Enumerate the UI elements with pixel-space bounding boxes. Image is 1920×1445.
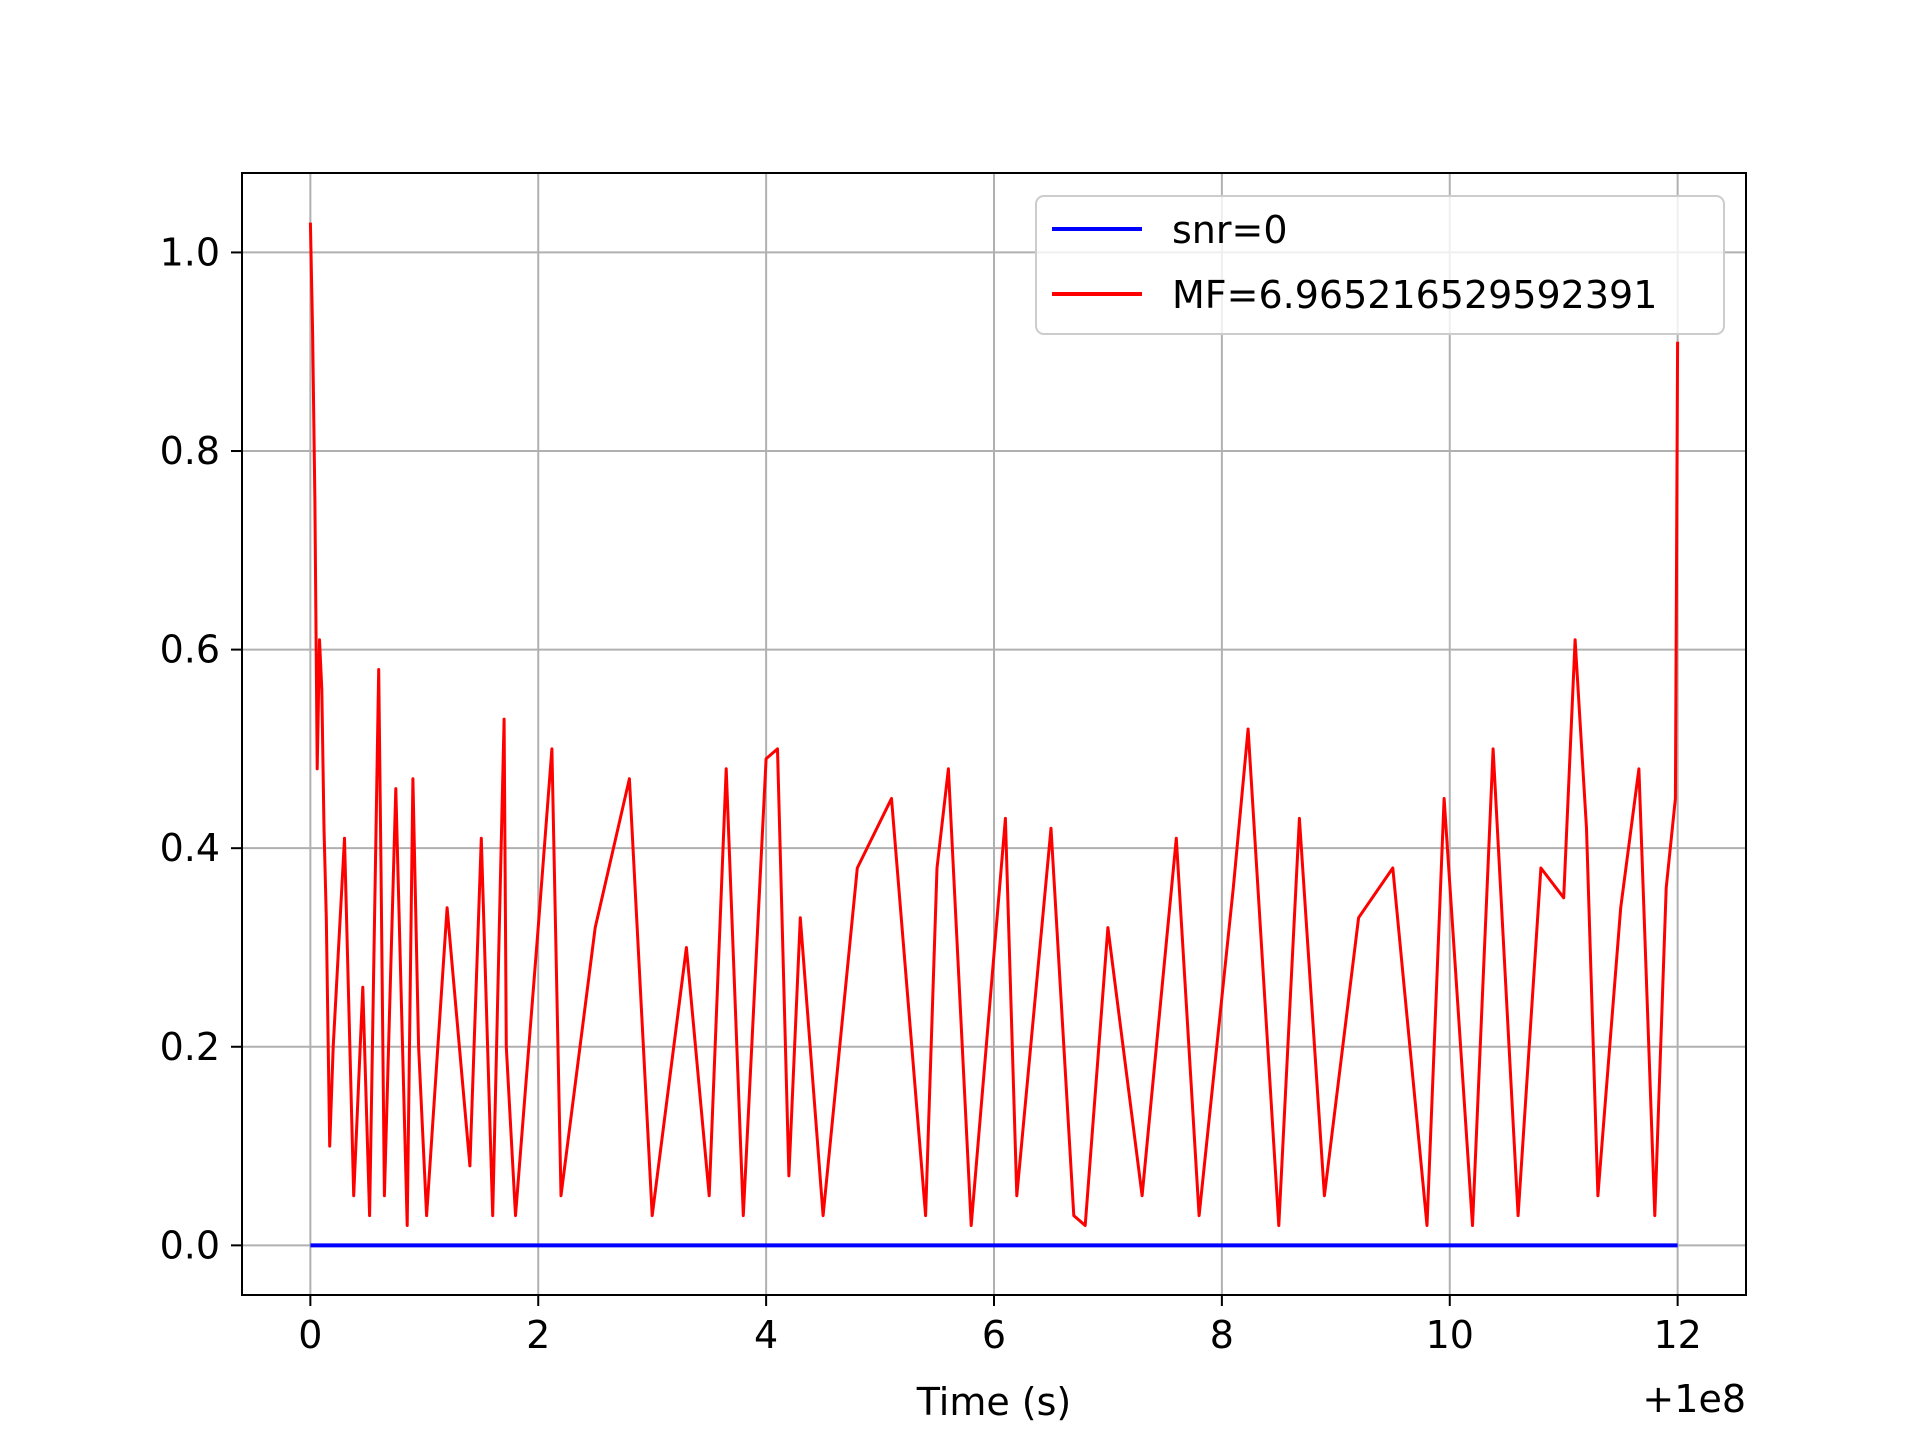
x-tick-label: 12 xyxy=(1653,1313,1701,1357)
y-tick-label: 0.4 xyxy=(160,826,220,870)
y-tick-label: 1.0 xyxy=(160,230,220,274)
legend-label-snr: snr=0 xyxy=(1172,208,1288,252)
x-tick-label: 6 xyxy=(982,1313,1006,1357)
legend-label-mf: MF=6.965216529592391 xyxy=(1172,273,1657,317)
y-tick-label: 0.6 xyxy=(160,628,220,672)
y-tick-label: 0.8 xyxy=(160,429,220,473)
legend-box xyxy=(1035,195,1725,335)
x-tick-label: 10 xyxy=(1426,1313,1474,1357)
x-tick-label: 2 xyxy=(526,1313,550,1357)
x-tick-label: 0 xyxy=(298,1313,322,1357)
y-tick-label: 0.2 xyxy=(160,1025,220,1069)
legend: snr=0 MF=6.965216529592391 xyxy=(1035,195,1725,335)
series-layer xyxy=(308,222,1680,1248)
tick-layer: 0 2 4 6 8 10 12 0.0 0.2 0.4 0.6 0.8 1.0 xyxy=(160,230,1702,1357)
x-axis-offset-label: +1e8 xyxy=(1642,1377,1746,1421)
y-tick-label: 0.0 xyxy=(160,1223,220,1267)
x-tick-label: 8 xyxy=(1210,1313,1234,1357)
series-line-mf xyxy=(308,222,1680,1227)
x-tick-label: 4 xyxy=(754,1313,778,1357)
x-axis-label: Time (s) xyxy=(916,1380,1072,1424)
